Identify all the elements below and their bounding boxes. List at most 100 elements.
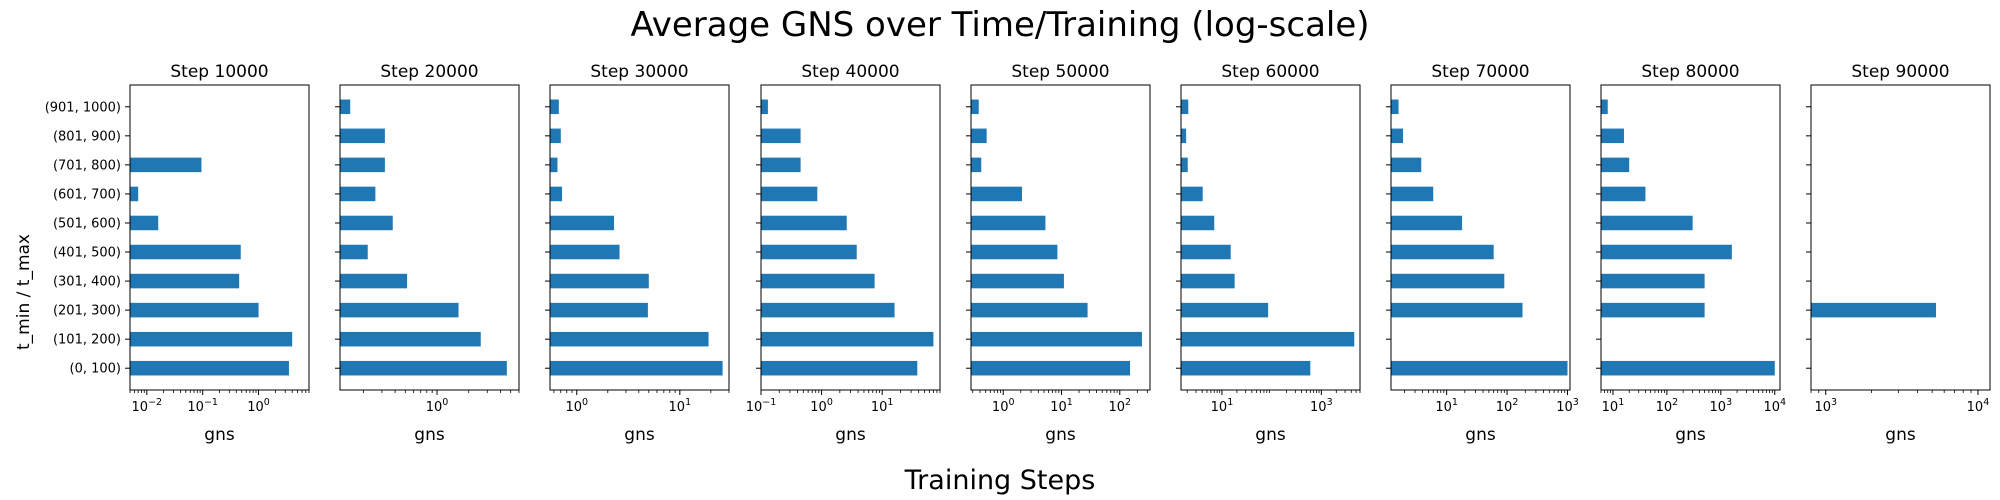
x-tick-base: 10: [1050, 400, 1067, 415]
axes-frame: [970, 84, 1151, 391]
x-tick-exponent: 0: [827, 397, 833, 408]
x-tick-base: 10: [1710, 400, 1727, 415]
x-axis-label: gns: [835, 425, 866, 445]
x-tick-exponent: 2: [1512, 397, 1518, 408]
bar: [1391, 157, 1422, 173]
bar: [761, 157, 801, 173]
bar: [1181, 215, 1215, 231]
bar: [1181, 331, 1355, 347]
x-tick-exponent: 0: [264, 397, 270, 408]
x-tick-label: 101: [1602, 397, 1625, 415]
x-tick-label: 100: [247, 397, 270, 415]
y-tick-label: (701, 800): [53, 158, 121, 173]
bar: [761, 128, 801, 144]
x-tick-base: 10: [1435, 400, 1452, 415]
bar: [550, 244, 620, 260]
bar: [1601, 244, 1732, 260]
bar: [340, 186, 376, 202]
axes-frame: [1180, 84, 1361, 391]
bar: [340, 273, 408, 289]
bar: [971, 215, 1046, 231]
x-tick-base: 10: [1814, 400, 1831, 415]
panel-title: Step 10000: [170, 62, 268, 82]
panel-title: Step 90000: [1851, 62, 1949, 82]
bar: [130, 215, 159, 231]
x-axis-label: gns: [1675, 425, 1706, 445]
panel-title: Step 70000: [1431, 62, 1529, 82]
y-tick-label: (301, 400): [53, 275, 121, 290]
x-tick-base: 10: [1602, 400, 1619, 415]
x-tick-exponent: 4: [1983, 397, 1989, 408]
bar: [1181, 273, 1235, 289]
bar: [340, 331, 481, 347]
x-tick-base: 10: [426, 400, 443, 415]
x-tick-base: 10: [1108, 400, 1125, 415]
bar: [550, 186, 563, 202]
x-tick-exponent: 0: [582, 397, 588, 408]
x-tick-label: 10−1: [746, 397, 777, 415]
x-axis-label: gns: [1465, 425, 1496, 445]
bar: [1391, 128, 1404, 144]
figure-ylabel: t_min / t_max: [14, 234, 34, 350]
x-tick-exponent: 1: [1618, 397, 1624, 408]
x-tick-exponent: 3: [1573, 397, 1579, 408]
x-axis-label: gns: [414, 425, 445, 445]
bar: [340, 99, 351, 115]
x-tick-exponent: 1: [1067, 397, 1073, 408]
x-tick-label: 103: [1814, 397, 1837, 415]
bar: [340, 215, 393, 231]
bar: [550, 157, 558, 173]
bar: [550, 99, 559, 115]
x-tick-label: 10−2: [132, 397, 163, 415]
bar: [761, 273, 875, 289]
x-tick-exponent: 2: [1125, 397, 1131, 408]
x-tick-label: 102: [1656, 397, 1679, 415]
bar: [130, 186, 139, 202]
x-tick-label: 101: [871, 397, 894, 415]
bar: [550, 273, 649, 289]
x-tick-base: 10: [187, 400, 204, 415]
axes-frame: [1810, 84, 1991, 391]
bar: [1391, 302, 1523, 318]
bar: [550, 302, 648, 318]
x-tick-base: 10: [1967, 400, 1984, 415]
x-axis-label: gns: [204, 425, 235, 445]
bar: [1181, 186, 1203, 202]
y-tick-label: (901, 1000): [45, 100, 121, 115]
x-tick-exponent: 0: [1008, 397, 1014, 408]
bar: [761, 331, 934, 347]
x-tick-base: 10: [1211, 400, 1228, 415]
y-tick-label: (101, 200): [53, 333, 121, 348]
axes-frame: [760, 84, 941, 391]
x-tick-base: 10: [992, 400, 1009, 415]
x-tick-label: 100: [810, 397, 833, 415]
bar: [130, 157, 202, 173]
x-tick-label: 101: [1050, 397, 1073, 415]
x-tick-label: 101: [669, 397, 692, 415]
bar: [971, 302, 1088, 318]
x-tick-base: 10: [746, 400, 763, 415]
x-axis-label: gns: [1045, 425, 1076, 445]
bar: [340, 128, 385, 144]
bar: [971, 331, 1142, 347]
bar: [1601, 128, 1624, 144]
y-tick-label: (801, 900): [53, 129, 121, 144]
x-tick-exponent: 1: [887, 397, 893, 408]
x-tick-base: 10: [565, 400, 582, 415]
bar: [1601, 302, 1705, 318]
x-tick-base: 10: [1763, 400, 1780, 415]
x-tick-label: 100: [565, 397, 588, 415]
bar: [971, 128, 987, 144]
bar: [761, 302, 895, 318]
x-tick-exponent: 3: [1327, 397, 1333, 408]
x-axis-label: gns: [624, 425, 655, 445]
panels-group: Step 10000 (0, 100) (101, 200) (201, 300) (3…: [45, 62, 1991, 445]
x-tick-label: 103: [1556, 397, 1579, 415]
panel-title: Step 40000: [801, 62, 899, 82]
x-tick-label: 103: [1310, 397, 1333, 415]
x-tick-label: 100: [426, 397, 449, 415]
y-tick-label: (201, 300): [53, 304, 121, 319]
